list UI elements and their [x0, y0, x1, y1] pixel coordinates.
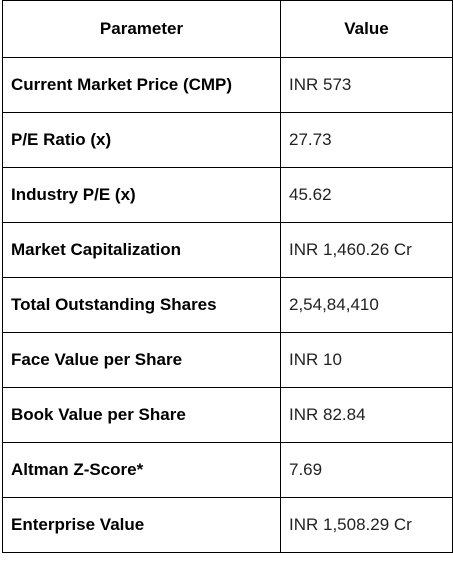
row-value-cell: 7.69	[280, 442, 453, 498]
row-parameter-cell: Current Market Price (CMP)	[2, 57, 281, 113]
row-value-cell: INR 573	[280, 57, 453, 113]
table-row: Altman Z-Score* 7.69	[2, 442, 453, 498]
header-value: Value	[280, 0, 453, 58]
table-row: Total Outstanding Shares 2,54,84,410	[2, 277, 453, 333]
row-parameter-cell: Altman Z-Score*	[2, 442, 281, 498]
row-value-cell: INR 1,460.26 Cr	[280, 222, 453, 278]
table-row: Industry P/E (x) 45.62	[2, 167, 453, 223]
row-value-cell: 45.62	[280, 167, 453, 223]
row-value-cell: INR 1,508.29 Cr	[280, 497, 453, 553]
row-parameter-cell: Book Value per Share	[2, 387, 281, 443]
row-value-cell: INR 10	[280, 332, 453, 388]
table-header-row: Parameter Value	[2, 0, 453, 58]
table-row: Enterprise Value INR 1,508.29 Cr	[2, 497, 453, 553]
row-parameter-cell: P/E Ratio (x)	[2, 112, 281, 168]
row-parameter-cell: Enterprise Value	[2, 497, 281, 553]
row-value-cell: INR 82.84	[280, 387, 453, 443]
table-row: Face Value per Share INR 10	[2, 332, 453, 388]
table-row: Book Value per Share INR 82.84	[2, 387, 453, 443]
row-value-cell: 27.73	[280, 112, 453, 168]
table-row: Current Market Price (CMP) INR 573	[2, 57, 453, 113]
row-parameter-cell: Industry P/E (x)	[2, 167, 281, 223]
header-parameter: Parameter	[2, 0, 281, 58]
table-row: Market Capitalization INR 1,460.26 Cr	[2, 222, 453, 278]
row-parameter-cell: Face Value per Share	[2, 332, 281, 388]
row-parameter-cell: Market Capitalization	[2, 222, 281, 278]
row-parameter-cell: Total Outstanding Shares	[2, 277, 281, 333]
parameter-value-table: Parameter Value Current Market Price (CM…	[2, 0, 453, 553]
table-row: P/E Ratio (x) 27.73	[2, 112, 453, 168]
row-value-cell: 2,54,84,410	[280, 277, 453, 333]
